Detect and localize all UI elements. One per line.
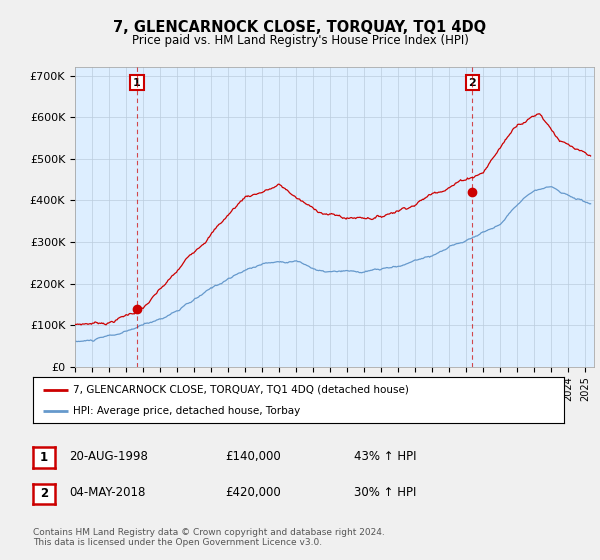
Text: 04-MAY-2018: 04-MAY-2018 <box>69 486 145 500</box>
Text: 30% ↑ HPI: 30% ↑ HPI <box>354 486 416 500</box>
Text: 20-AUG-1998: 20-AUG-1998 <box>69 450 148 463</box>
Text: 1: 1 <box>133 78 141 88</box>
Text: 1: 1 <box>40 451 48 464</box>
Text: Contains HM Land Registry data © Crown copyright and database right 2024.
This d: Contains HM Land Registry data © Crown c… <box>33 528 385 547</box>
Text: Price paid vs. HM Land Registry's House Price Index (HPI): Price paid vs. HM Land Registry's House … <box>131 34 469 46</box>
Text: £140,000: £140,000 <box>225 450 281 463</box>
Text: 7, GLENCARNOCK CLOSE, TORQUAY, TQ1 4DQ: 7, GLENCARNOCK CLOSE, TORQUAY, TQ1 4DQ <box>113 20 487 35</box>
Text: 2: 2 <box>40 487 48 501</box>
Text: 43% ↑ HPI: 43% ↑ HPI <box>354 450 416 463</box>
Text: HPI: Average price, detached house, Torbay: HPI: Average price, detached house, Torb… <box>73 407 300 416</box>
Text: £420,000: £420,000 <box>225 486 281 500</box>
Text: 2: 2 <box>468 78 476 88</box>
Text: 7, GLENCARNOCK CLOSE, TORQUAY, TQ1 4DQ (detached house): 7, GLENCARNOCK CLOSE, TORQUAY, TQ1 4DQ (… <box>73 385 409 395</box>
